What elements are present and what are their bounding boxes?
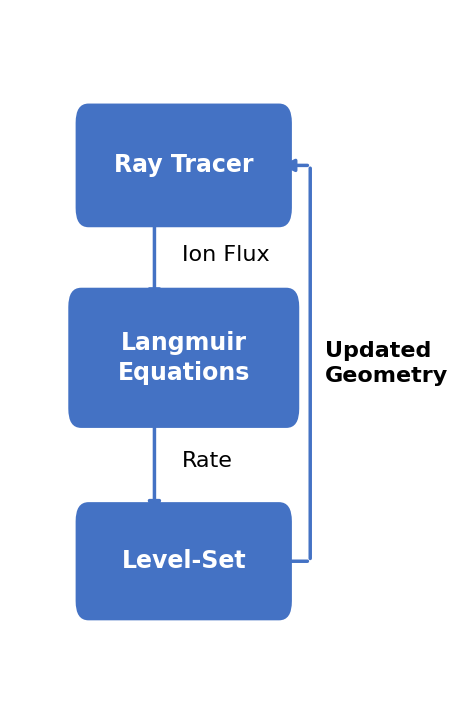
Text: Ion Flux: Ion Flux (182, 245, 270, 265)
Text: Langmuir
Equations: Langmuir Equations (118, 331, 250, 385)
Text: Level-Set: Level-Set (122, 549, 246, 573)
Text: Rate: Rate (182, 451, 233, 471)
Text: Updated
Geometry: Updated Geometry (325, 341, 448, 386)
Text: Ray Tracer: Ray Tracer (114, 154, 254, 177)
FancyBboxPatch shape (68, 288, 299, 428)
FancyBboxPatch shape (76, 502, 292, 620)
FancyBboxPatch shape (76, 104, 292, 227)
